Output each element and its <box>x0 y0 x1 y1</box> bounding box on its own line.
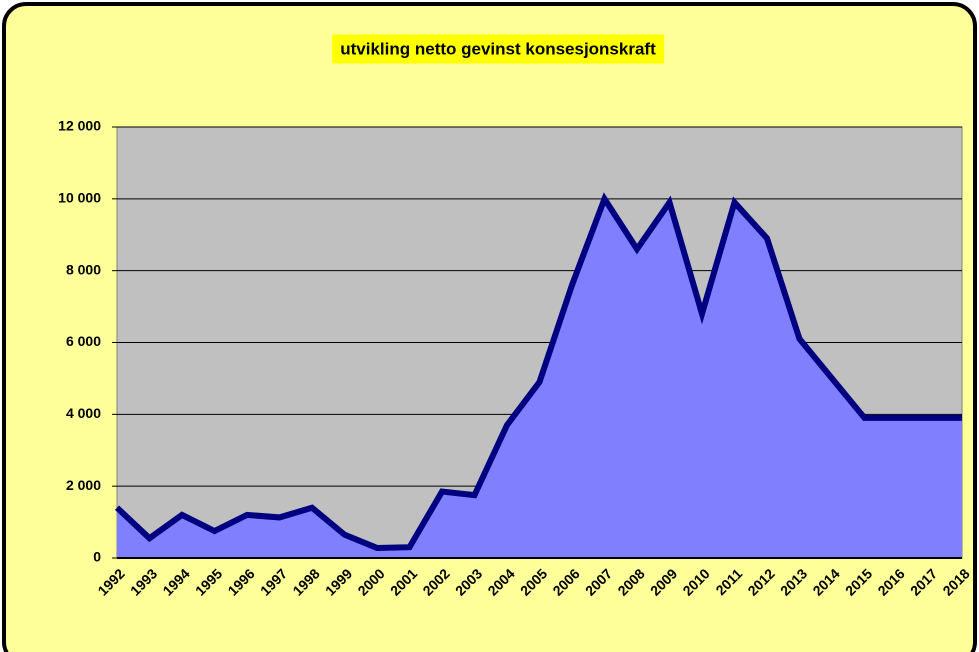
area <box>117 198 962 559</box>
line <box>114 192 962 551</box>
y-tick-label: 4 000 <box>66 405 101 421</box>
y-tick-label: 10 000 <box>58 190 101 206</box>
title-background <box>332 34 665 64</box>
y-tick-label: 8 000 <box>66 261 101 277</box>
y-tick-label: 0 <box>93 549 101 565</box>
y-tick-label: 2 000 <box>66 477 101 493</box>
y-tick-label: 6 000 <box>66 333 101 349</box>
y-tick-label: 12 000 <box>58 118 101 134</box>
chart-title: utvikling netto gevinst konsesjonskraft <box>340 39 656 58</box>
